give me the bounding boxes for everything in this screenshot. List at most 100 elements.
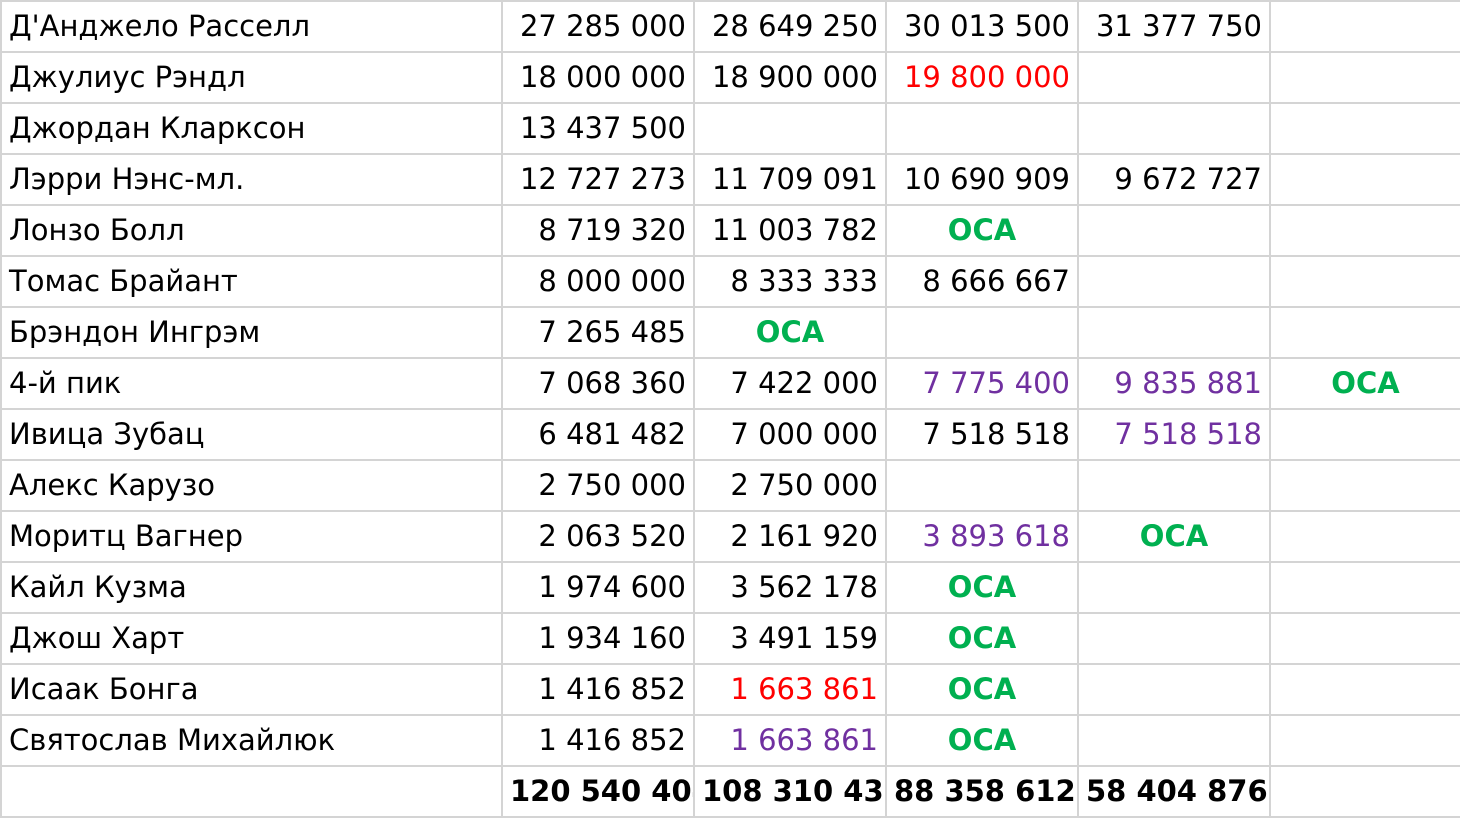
salary-cell[interactable]: 1 663 861	[693, 663, 887, 716]
salary-cell[interactable]	[1077, 663, 1271, 716]
option-cell[interactable]: ОСА	[885, 663, 1079, 716]
player-name-cell[interactable]: 4-й пик	[0, 357, 503, 410]
salary-cell[interactable]	[1269, 153, 1460, 206]
salary-cell[interactable]	[1077, 51, 1271, 104]
salary-cell[interactable]: 1 416 852	[501, 663, 695, 716]
salary-cell[interactable]: 3 491 159	[693, 612, 887, 665]
salary-cell[interactable]: 8 000 000	[501, 255, 695, 308]
salary-cell[interactable]	[1269, 0, 1460, 53]
salary-cell[interactable]: 18 900 000	[693, 51, 887, 104]
salary-cell[interactable]: 27 285 000	[501, 0, 695, 53]
player-name-cell[interactable]: Алекс Карузо	[0, 459, 503, 512]
salary-cell[interactable]: 31 377 750	[1077, 0, 1271, 53]
player-name-cell[interactable]: Ивица Зубац	[0, 408, 503, 461]
player-name-cell[interactable]: Брэндон Ингрэм	[0, 306, 503, 359]
salary-cell[interactable]	[1269, 612, 1460, 665]
salary-cell[interactable]	[1077, 561, 1271, 614]
player-name-cell[interactable]: Джордан Кларксон	[0, 102, 503, 155]
salary-cell[interactable]	[1269, 561, 1460, 614]
salary-cell[interactable]: 12 727 273	[501, 153, 695, 206]
salary-cell[interactable]: 1 416 852	[501, 714, 695, 767]
salary-cell[interactable]	[1077, 306, 1271, 359]
player-name-cell[interactable]: Моритц Вагнер	[0, 510, 503, 563]
salary-cell[interactable]: 7 518 518	[1077, 408, 1271, 461]
player-name-cell[interactable]: Лэрри Нэнс-мл.	[0, 153, 503, 206]
total-cell[interactable]: 58 404 876	[1077, 765, 1271, 818]
salary-cell[interactable]: 8 666 667	[885, 255, 1079, 308]
total-cell[interactable]: 108 310 435	[693, 765, 887, 818]
table-row: 4-й пик 7 068 360 7 422 000 7 775 400 9 835 …	[0, 357, 1460, 410]
salary-cell[interactable]: 2 063 520	[501, 510, 695, 563]
salary-cell[interactable]	[1269, 408, 1460, 461]
option-cell[interactable]: ОСА	[1077, 510, 1271, 563]
table-row: Брэндон Ингрэм 7 265 485 ОСА	[0, 306, 1460, 359]
salary-cell[interactable]: 9 835 881	[1077, 357, 1271, 410]
salary-cell[interactable]	[1269, 714, 1460, 767]
salary-cell[interactable]	[1269, 306, 1460, 359]
option-cell[interactable]: ОСА	[885, 561, 1079, 614]
salary-cell[interactable]: 2 750 000	[693, 459, 887, 512]
salary-cell[interactable]: 8 333 333	[693, 255, 887, 308]
option-cell[interactable]: ОСА	[885, 204, 1079, 257]
salary-cell[interactable]	[1269, 510, 1460, 563]
player-name-cell[interactable]: Джош Харт	[0, 612, 503, 665]
salary-cell[interactable]: 18 000 000	[501, 51, 695, 104]
salary-cell[interactable]: 30 013 500	[885, 0, 1079, 53]
salary-cell[interactable]: 3 893 618	[885, 510, 1079, 563]
salary-cell[interactable]: 6 481 482	[501, 408, 695, 461]
salary-cell[interactable]	[885, 306, 1079, 359]
totals-label-cell[interactable]	[0, 765, 503, 818]
salary-cell[interactable]: 8 719 320	[501, 204, 695, 257]
salary-cell[interactable]: 13 437 500	[501, 102, 695, 155]
salary-cell[interactable]: 3 562 178	[693, 561, 887, 614]
salary-cell[interactable]	[1077, 204, 1271, 257]
salary-cell[interactable]	[1077, 714, 1271, 767]
salary-cell[interactable]: 28 649 250	[693, 0, 887, 53]
salary-cell[interactable]	[1269, 51, 1460, 104]
salary-cell[interactable]	[885, 459, 1079, 512]
player-name-cell[interactable]: Кайл Кузма	[0, 561, 503, 614]
salary-cell[interactable]: 11 003 782	[693, 204, 887, 257]
salary-cell[interactable]	[1269, 102, 1460, 155]
salary-cell[interactable]: 1 934 160	[501, 612, 695, 665]
salary-cell[interactable]: 11 709 091	[693, 153, 887, 206]
salary-cell[interactable]	[1077, 459, 1271, 512]
option-cell[interactable]: ОСА	[1269, 357, 1460, 410]
option-cell[interactable]: ОСА	[885, 612, 1079, 665]
salary-cell[interactable]: 7 422 000	[693, 357, 887, 410]
salary-cell[interactable]	[693, 102, 887, 155]
salary-cell[interactable]: 19 800 000	[885, 51, 1079, 104]
salary-cell[interactable]: 10 690 909	[885, 153, 1079, 206]
salary-cell[interactable]	[885, 102, 1079, 155]
salary-cell[interactable]: 7 518 518	[885, 408, 1079, 461]
salary-cell[interactable]: 9 672 727	[1077, 153, 1271, 206]
salary-cell[interactable]	[1269, 459, 1460, 512]
player-name-cell[interactable]: Д'Анджело Расселл	[0, 0, 503, 53]
salary-cell[interactable]	[1077, 255, 1271, 308]
option-cell[interactable]: ОСА	[885, 714, 1079, 767]
salary-cell[interactable]	[1077, 612, 1271, 665]
salary-cell[interactable]: 1 663 861	[693, 714, 887, 767]
salary-cell[interactable]: 7 068 360	[501, 357, 695, 410]
table-row: Моритц Вагнер 2 063 520 2 161 920 3 893 618…	[0, 510, 1460, 563]
option-cell[interactable]: ОСА	[693, 306, 887, 359]
salary-cell[interactable]: 2 750 000	[501, 459, 695, 512]
table-row: Ивица Зубац 6 481 482 7 000 000 7 518 518 7 …	[0, 408, 1460, 461]
salary-cell[interactable]	[1077, 102, 1271, 155]
player-name-cell[interactable]: Святослав Михайлюк	[0, 714, 503, 767]
salary-cell[interactable]: 7 775 400	[885, 357, 1079, 410]
total-cell[interactable]: 88 358 612	[885, 765, 1079, 818]
total-cell[interactable]	[1269, 765, 1460, 818]
player-name-cell[interactable]: Лонзо Болл	[0, 204, 503, 257]
player-name-cell[interactable]: Джулиус Рэндл	[0, 51, 503, 104]
salary-cell[interactable]	[1269, 255, 1460, 308]
player-name-cell[interactable]: Исаак Бонга	[0, 663, 503, 716]
player-name-cell[interactable]: Томас Брайант	[0, 255, 503, 308]
salary-cell[interactable]: 7 265 485	[501, 306, 695, 359]
salary-cell[interactable]	[1269, 663, 1460, 716]
salary-cell[interactable]: 2 161 920	[693, 510, 887, 563]
salary-cell[interactable]: 1 974 600	[501, 561, 695, 614]
salary-cell[interactable]	[1269, 204, 1460, 257]
total-cell[interactable]: 120 540 404	[501, 765, 695, 818]
salary-cell[interactable]: 7 000 000	[693, 408, 887, 461]
